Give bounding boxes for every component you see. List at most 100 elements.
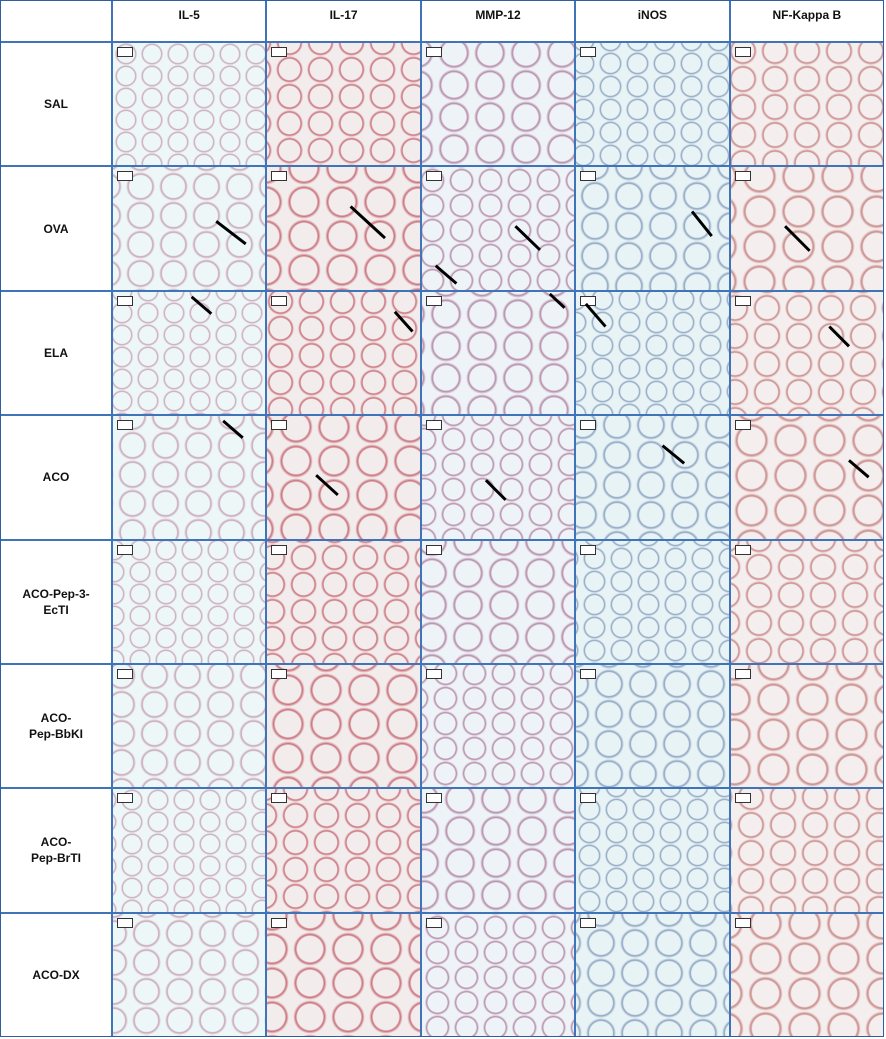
scale-bar xyxy=(271,544,288,555)
scale-bar xyxy=(734,420,751,431)
annotation-layer xyxy=(783,225,811,253)
scale-bar xyxy=(271,668,288,679)
micrograph xyxy=(730,913,883,1036)
micrograph xyxy=(421,789,575,912)
micrograph xyxy=(267,789,420,912)
scale-bar xyxy=(425,544,442,555)
micrograph xyxy=(267,416,420,539)
annotation-layer xyxy=(222,419,244,439)
arrow xyxy=(315,474,340,497)
annotation-layer xyxy=(190,295,213,315)
micrograph xyxy=(576,540,729,663)
micrograph xyxy=(421,291,575,415)
scale-bar xyxy=(117,47,133,57)
micrograph xyxy=(730,167,883,290)
micrograph xyxy=(576,43,729,166)
annotation-layer xyxy=(434,225,541,285)
row-label: ACO- Pep-BbKI xyxy=(1,664,111,788)
annotation-layer xyxy=(548,292,566,309)
row-label: ACO- Pep-BrTI xyxy=(1,789,111,912)
annotation-layer xyxy=(847,459,870,479)
arrow xyxy=(434,264,458,285)
micrograph xyxy=(421,540,575,663)
scale-bar xyxy=(734,295,751,306)
scale-bar xyxy=(271,295,288,306)
micrograph xyxy=(267,913,420,1036)
column-header: IL-17 xyxy=(267,1,420,41)
arrow xyxy=(827,325,850,348)
annotation-layer xyxy=(827,325,850,348)
micrograph xyxy=(421,167,575,290)
column-header: iNOS xyxy=(576,1,729,41)
scale-bar xyxy=(425,295,442,306)
scale-bar xyxy=(734,544,751,555)
micrograph xyxy=(576,167,729,290)
scale-bar xyxy=(580,793,597,804)
arrow xyxy=(484,479,507,502)
scale-bar xyxy=(580,171,597,182)
annotation-layer xyxy=(349,205,387,240)
micrograph xyxy=(730,43,883,166)
row-label: ELA xyxy=(1,291,111,415)
micrograph xyxy=(113,664,266,788)
micrograph xyxy=(267,167,420,290)
scale-bar xyxy=(425,793,442,804)
scale-bar xyxy=(117,668,133,679)
micrograph xyxy=(267,664,420,788)
scale-bar xyxy=(425,420,442,431)
micrograph xyxy=(267,540,420,663)
arrow xyxy=(222,419,244,439)
micrograph xyxy=(421,43,575,166)
scale-bar xyxy=(117,420,133,431)
scale-bar xyxy=(734,171,751,182)
micrograph xyxy=(113,167,266,290)
scale-bar xyxy=(117,917,133,928)
micrograph xyxy=(730,540,883,663)
annotation-layer xyxy=(584,302,607,328)
micrograph xyxy=(113,291,266,415)
scale-bar xyxy=(425,171,442,182)
annotation-layer xyxy=(691,210,714,238)
micrograph xyxy=(421,664,575,788)
annotation-layer xyxy=(315,474,340,497)
scale-bar xyxy=(734,668,751,679)
row-label: ACO-Pep-3- EcTI xyxy=(1,540,111,663)
micrograph xyxy=(576,664,729,788)
scale-bar xyxy=(425,668,442,679)
scale-bar xyxy=(271,47,288,57)
micrograph xyxy=(421,913,575,1036)
scale-bar xyxy=(117,544,133,555)
scale-bar xyxy=(425,917,442,928)
micrograph xyxy=(730,291,883,415)
arrow xyxy=(661,444,686,465)
micrograph xyxy=(730,664,883,788)
scale-bar xyxy=(271,793,288,804)
arrow xyxy=(514,225,541,252)
column-header: IL-5 xyxy=(113,1,266,41)
scale-bar xyxy=(271,420,288,431)
micrograph xyxy=(576,789,729,912)
annotation-layer xyxy=(484,479,507,502)
arrow xyxy=(783,225,811,253)
scale-bar xyxy=(580,668,597,679)
micrograph xyxy=(113,789,266,912)
arrow xyxy=(349,205,387,240)
scale-bar xyxy=(734,793,751,804)
arrow xyxy=(548,292,566,309)
row-label: OVA xyxy=(1,167,111,290)
annotation-layer xyxy=(661,444,686,465)
scale-bar xyxy=(117,295,133,306)
micrograph xyxy=(576,913,729,1036)
arrow xyxy=(584,302,607,328)
micrograph xyxy=(113,43,266,166)
scale-bar xyxy=(425,47,442,57)
scale-bar xyxy=(580,917,597,928)
arrow xyxy=(394,310,415,333)
micrograph xyxy=(113,416,266,539)
scale-bar xyxy=(117,171,133,182)
micrograph xyxy=(576,291,729,415)
scale-bar xyxy=(734,917,751,928)
micrograph xyxy=(421,416,575,539)
scale-bar xyxy=(580,420,597,431)
